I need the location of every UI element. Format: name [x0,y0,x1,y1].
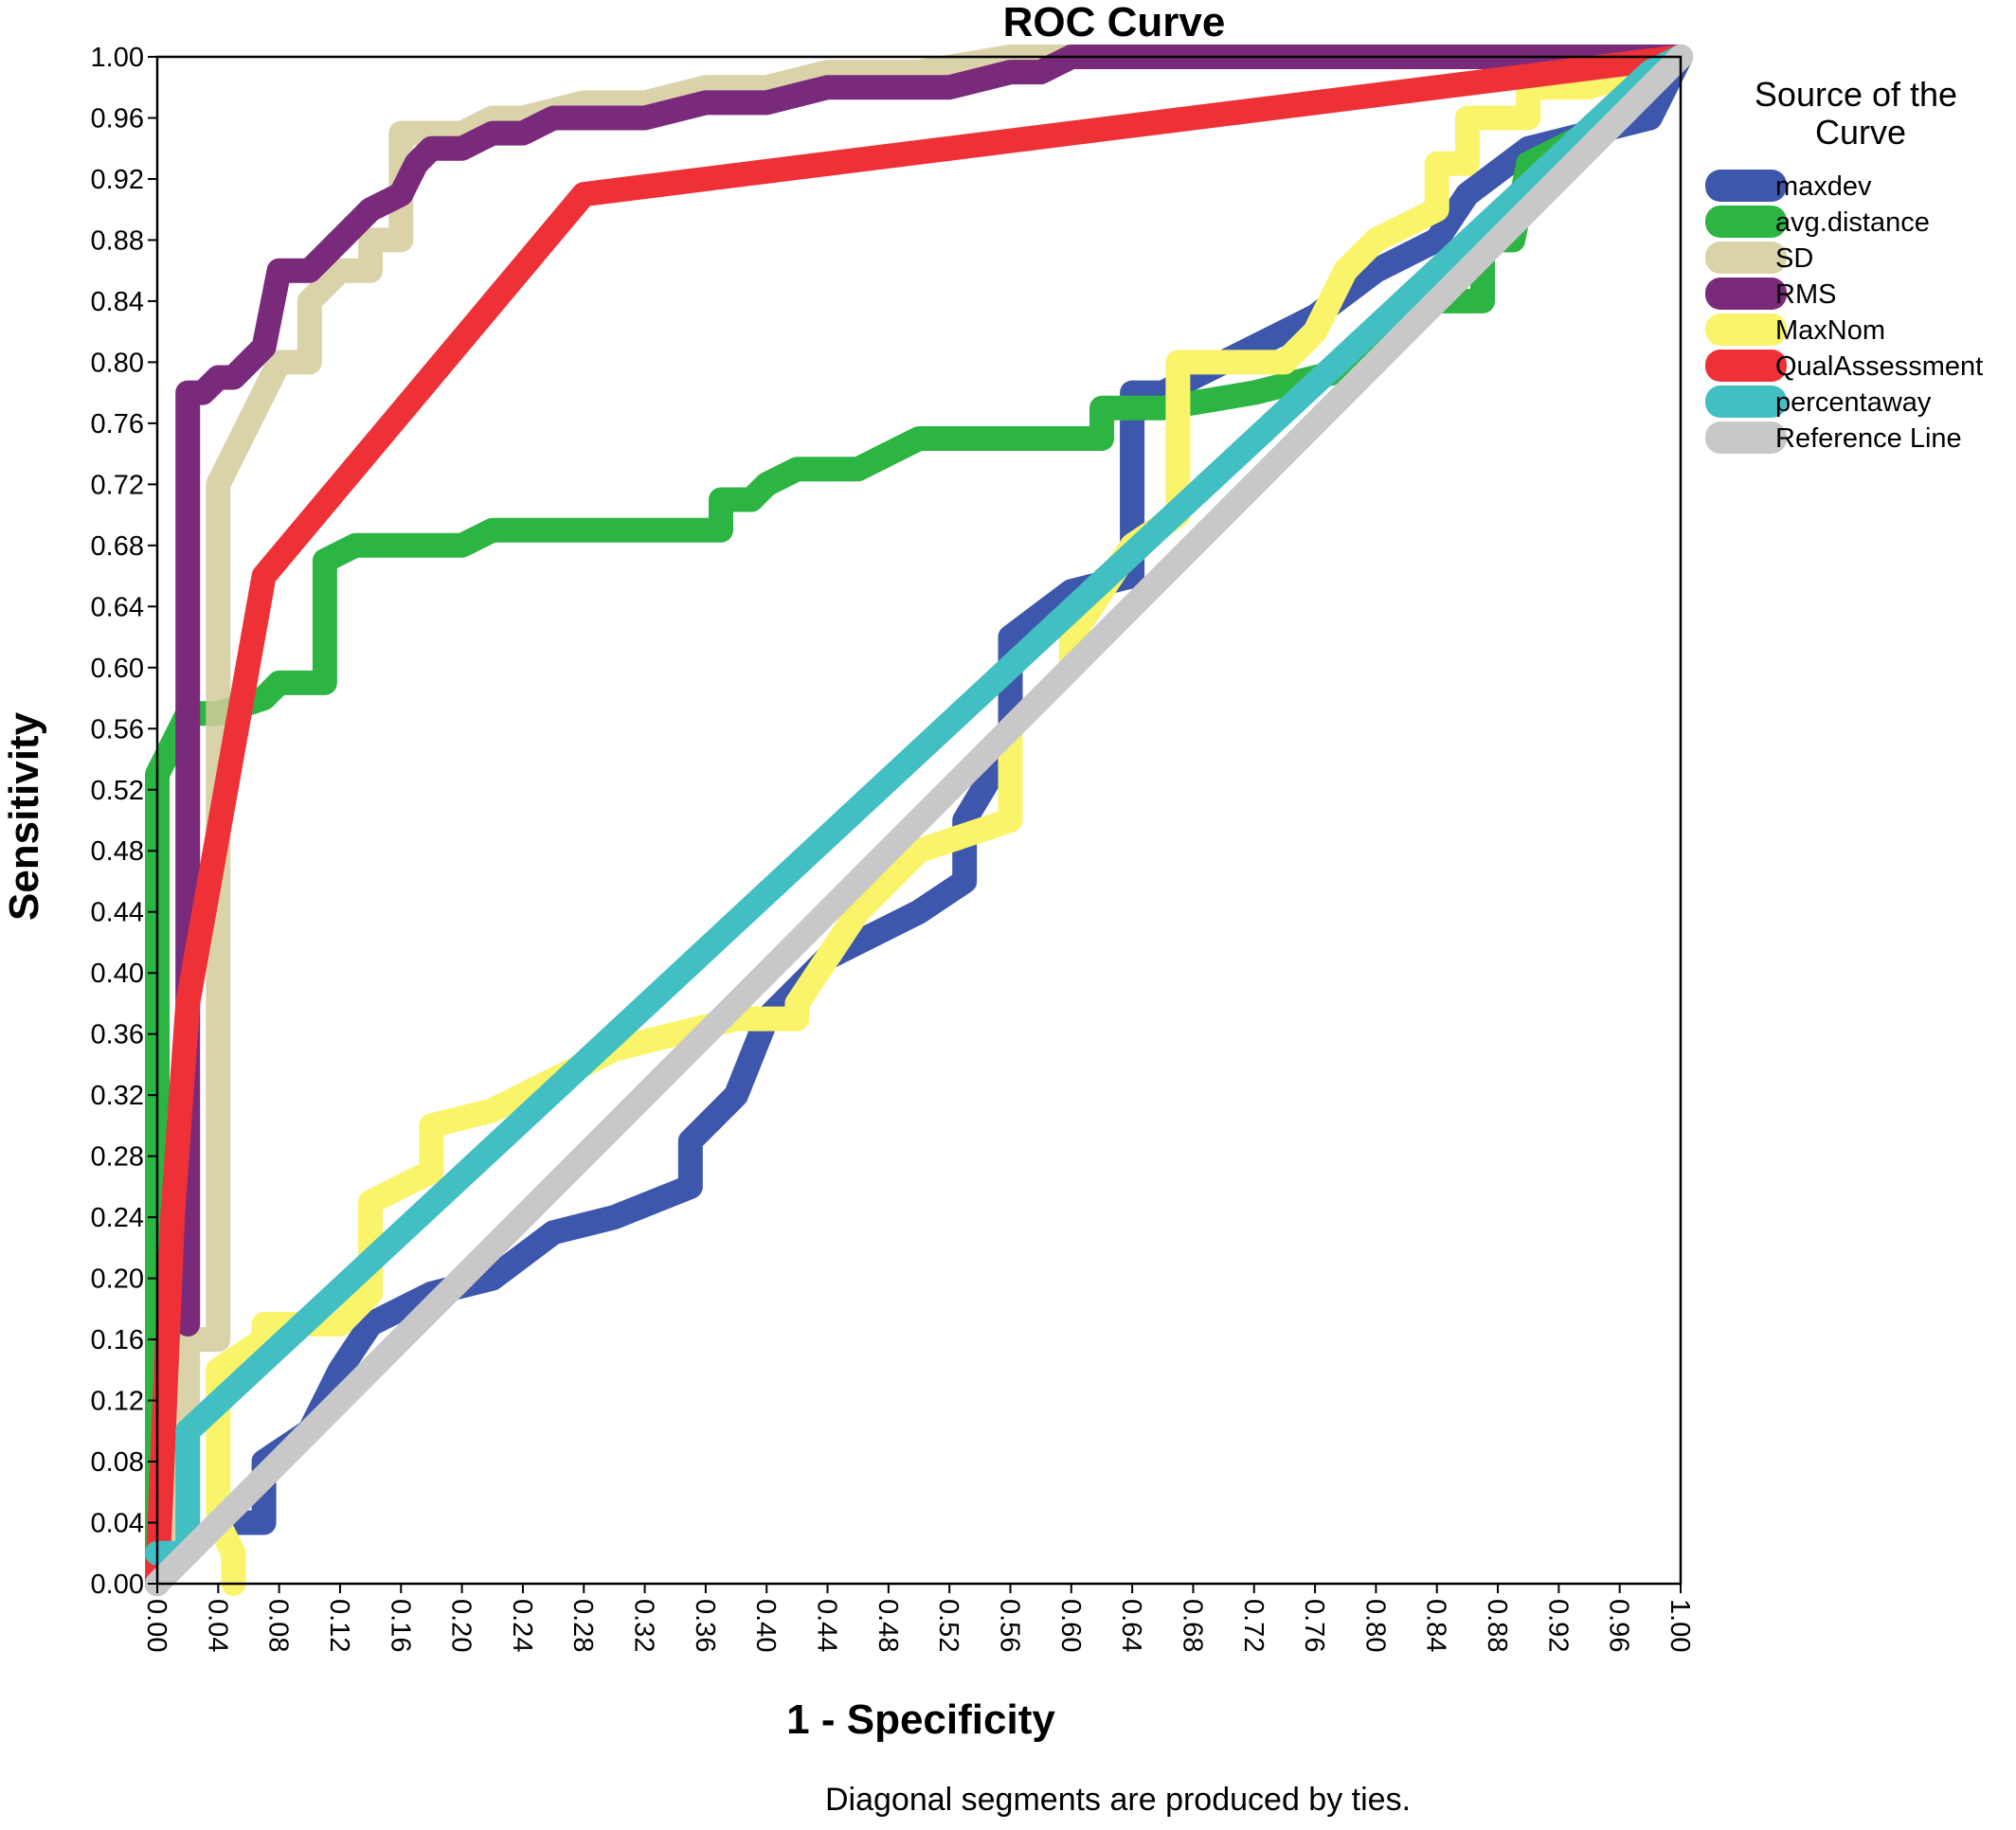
legend-swatch-percentaway [1705,386,1787,418]
x-tick-label: 0.92 [1542,1599,1573,1652]
legend-swatch-reference-line [1705,422,1787,454]
x-tick-label: 0.72 [1238,1599,1269,1652]
x-tick-label: 0.20 [446,1599,477,1652]
y-tick-label: 0.88 [91,225,144,256]
x-tick-label: 0.08 [263,1599,294,1652]
x-tick-label: 0.24 [507,1599,537,1652]
y-tick-label: 0.92 [91,165,144,195]
legend-title-line-2: Curve [1815,113,1906,152]
x-tick-label: 0.76 [1299,1599,1329,1652]
y-tick-label: 0.28 [91,1142,144,1173]
legend-label-maxdev: maxdev [1775,171,1872,202]
legend-label-avg-distance: avg.distance [1775,207,1930,238]
series-line-rms [175,45,1693,1337]
series-line-sd [145,45,1693,1596]
y-tick-label: 0.12 [91,1387,144,1417]
y-tick-label: 0.52 [91,776,144,806]
legend-title-line-1: Source of the [1755,75,1957,114]
y-tick-label: 0.36 [91,1020,144,1050]
y-tick-label: 0.96 [91,103,144,134]
x-tick-label: 0.00 [141,1599,171,1652]
chart-footnote: Diagonal segments are produced by ties. [825,1782,1411,1818]
y-tick-label: 0.72 [91,470,144,500]
x-tick-label: 0.84 [1421,1599,1451,1652]
series-line-qualassessment [145,45,1693,1596]
y-tick-label: 0.40 [91,959,144,989]
legend-title: Source of the Curve [1755,75,1967,152]
y-tick-label: 0.48 [91,836,144,867]
legend: Source of the Curve maxdev avg.distance SD… [1705,75,1983,454]
x-tick-label: 0.44 [812,1599,842,1652]
x-axis-title: 1 - Specificity [786,1696,1055,1743]
x-tick-label: 0.80 [1359,1599,1390,1652]
y-tick-label: 0.84 [91,287,144,317]
chart-title: ROC Curve [1003,0,1226,45]
axes-layer: 0.00 0.04 0.08 0.12 0.16 0.20 0.24 0.28 0.32 0.36… [91,43,1695,1652]
x-tick-label: 0.68 [1177,1599,1207,1652]
plot-frame [155,55,1683,1586]
legend-label-percentaway: percentaway [1775,387,1932,418]
y-tick-label: 0.80 [91,348,144,378]
legend-swatch-maxdev [1705,170,1787,202]
y-tick-label: 1.00 [91,43,144,73]
x-tick-label: 0.64 [1116,1599,1146,1652]
x-tick-label: 0.56 [994,1599,1024,1652]
y-tick-label: 0.44 [91,898,144,928]
y-tick-label: 0.24 [91,1203,144,1233]
x-tick-label: 0.88 [1482,1599,1512,1652]
y-tick-label: 0.20 [91,1265,144,1295]
x-tick-label: 0.96 [1604,1599,1634,1652]
y-tick-label: 0.76 [91,409,144,440]
y-tick-label: 0.04 [91,1509,144,1539]
legend-label-reference-line: Reference Line [1775,423,1962,454]
y-tick-label: 0.56 [91,714,144,745]
legend-swatch-avg-distance [1705,206,1787,238]
legend-label-rms: RMS [1775,279,1836,310]
x-tick-label: 0.28 [567,1599,598,1652]
legend-swatch-sd [1705,242,1787,274]
y-axis-title: Sensitivity [1,711,47,921]
series-line-maxdev [206,45,1693,1535]
legend-swatch-rms [1705,278,1787,310]
y-tick-label: 0.00 [91,1570,144,1600]
y-tick-label: 0.60 [91,654,144,684]
x-tick-label: 0.04 [202,1599,232,1652]
x-tick-label: 0.48 [873,1599,903,1652]
x-tick-label: 1.00 [1665,1599,1695,1652]
y-tick-label: 0.68 [91,531,144,562]
y-tick-label: 0.08 [91,1447,144,1478]
legend-swatch-qualassessment [1705,350,1787,382]
legend-swatch-maxnom [1705,314,1787,346]
y-tick-label: 0.64 [91,592,144,622]
x-tick-label: 0.16 [385,1599,415,1652]
series-layer [145,45,1693,1596]
x-tick-label: 0.52 [933,1599,963,1652]
y-tick-label: 0.32 [91,1081,144,1111]
x-tick-label: 0.36 [690,1599,720,1652]
x-tick-label: 0.32 [629,1599,659,1652]
x-tick-label: 0.60 [1055,1599,1086,1652]
x-tick-label: 0.12 [324,1599,354,1652]
legend-label-maxnom: MaxNom [1775,315,1885,346]
legend-label-qualassessment: QualAssessment [1775,351,1983,382]
legend-label-sd: SD [1775,243,1813,274]
y-tick-label: 0.16 [91,1325,144,1355]
series-line-maxnom [206,45,1693,1596]
series-line-reference-line [145,45,1693,1596]
x-tick-label: 0.40 [750,1599,781,1652]
